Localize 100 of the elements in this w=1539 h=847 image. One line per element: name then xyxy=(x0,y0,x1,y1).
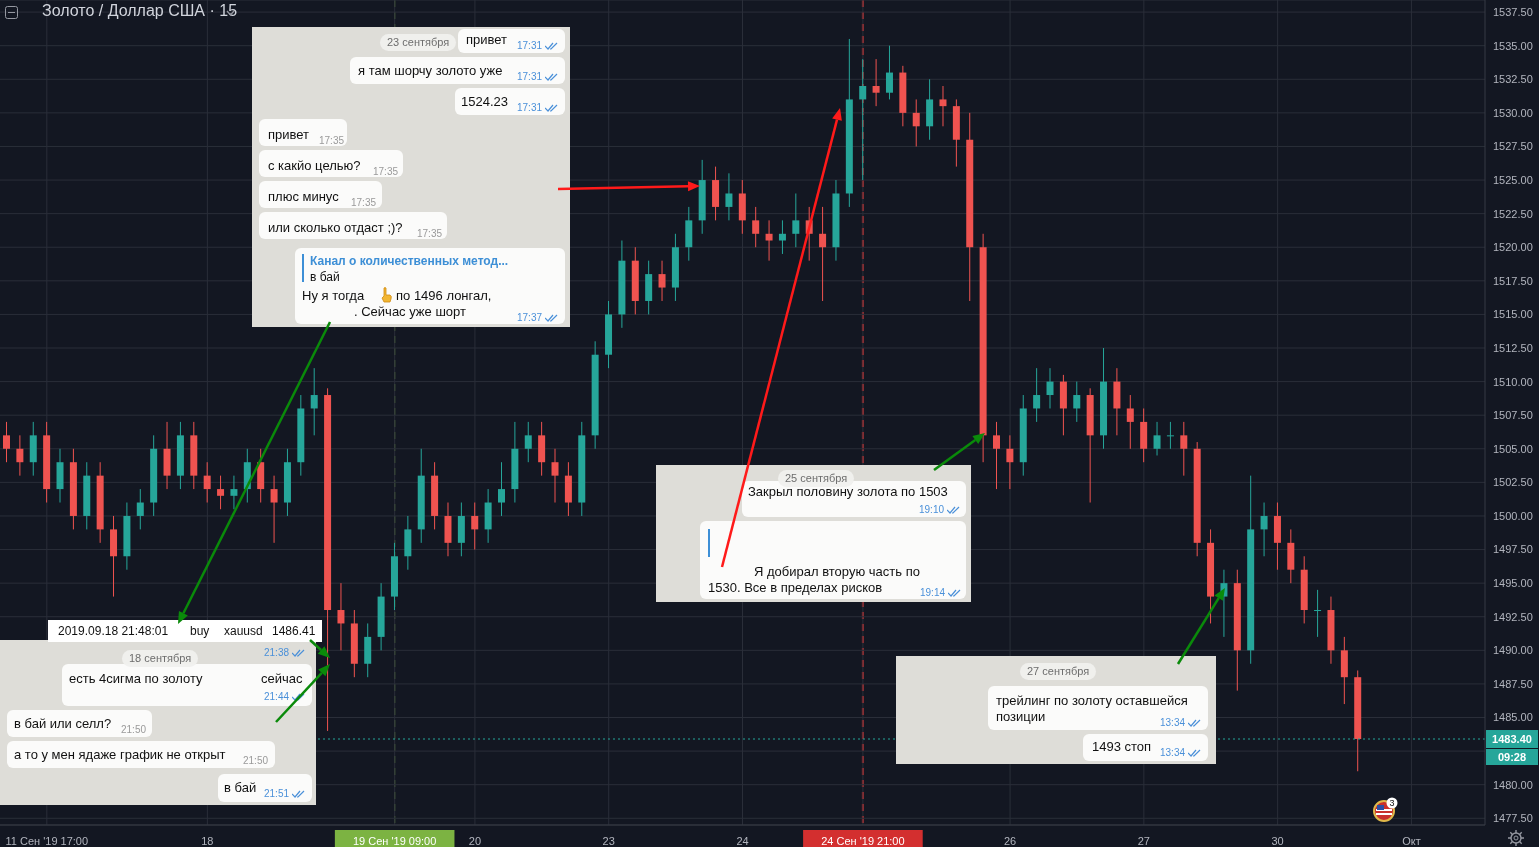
annotation: 21:38 xyxy=(264,646,290,660)
annotation: а то у мен ядаже график не открыт xyxy=(14,747,226,762)
y-tick-label: 1537.50 xyxy=(1493,6,1533,18)
annotation: по 1496 лонгал, xyxy=(396,288,492,303)
annotation: Я добирал вторую часть по xyxy=(754,564,920,579)
candlestick xyxy=(872,58,880,107)
annotation: 18 сентября xyxy=(129,651,192,666)
y-tick-label: 1522.50 xyxy=(1493,207,1533,220)
candlestick xyxy=(658,260,666,302)
y-tick-label: 1497.50 xyxy=(1493,543,1533,556)
annotation: Ну я тогда xyxy=(302,288,365,303)
y-tick-label: 1505.00 xyxy=(1493,442,1533,455)
candlestick xyxy=(792,192,800,248)
candlestick xyxy=(16,434,24,477)
candlestick xyxy=(551,448,559,504)
annotation: 21:51 xyxy=(264,787,290,801)
candlestick xyxy=(337,582,345,651)
annotation: в бай xyxy=(310,270,340,285)
annotation: 27 сентября xyxy=(1027,664,1090,679)
y-tick-label: 1530.00 xyxy=(1493,106,1533,119)
annotation: я там шорчу золото уже xyxy=(358,63,503,78)
candlestick xyxy=(752,206,760,248)
x-tick-label: 18 xyxy=(201,835,214,847)
y-tick-label: 1515.00 xyxy=(1493,308,1533,321)
candlestick xyxy=(885,45,893,100)
x-tick-label: 24 xyxy=(736,835,749,847)
candlestick xyxy=(1073,381,1081,423)
candlestick xyxy=(725,172,733,221)
candlestick xyxy=(1166,421,1174,450)
annotation: 17:35 xyxy=(351,196,377,210)
x-tick-label: Окт xyxy=(1402,835,1421,847)
candlestick xyxy=(1006,434,1014,490)
annotation: 13:34 xyxy=(1160,716,1186,730)
annotation: buy xyxy=(190,624,210,639)
candlestick xyxy=(912,98,920,147)
annotation: привет xyxy=(466,32,508,47)
candlestick xyxy=(498,461,505,517)
annotation: 2019.09.18 21:48:01 xyxy=(58,624,169,639)
annotation: в бай или селл? xyxy=(14,716,112,731)
annotation: 25 сентября xyxy=(785,471,848,486)
y-tick-label: 1480.00 xyxy=(1493,778,1533,791)
y-tick-label: 1500.00 xyxy=(1493,509,1533,522)
y-tick-label: 1507.50 xyxy=(1493,409,1533,422)
annotation: 19:10 xyxy=(919,503,945,517)
candlestick xyxy=(859,58,867,181)
x-tick-label: 23 xyxy=(602,835,615,847)
y-tick-label: 1520.00 xyxy=(1493,241,1533,254)
text: 09:28 xyxy=(1486,749,1538,765)
y-tick-label: 1495.00 xyxy=(1493,577,1533,590)
candlestick xyxy=(203,461,211,504)
candlestick xyxy=(1314,589,1322,638)
candlestick xyxy=(765,219,773,262)
annotation: 17:31 xyxy=(517,101,543,115)
y-tick-label: 1525.00 xyxy=(1493,173,1533,186)
x-tick-label: 11 Сен '19 17:00 xyxy=(5,835,89,847)
y-tick-label: 1477.50 xyxy=(1493,812,1533,825)
annotation: 13:34 xyxy=(1160,746,1186,760)
x-tick-label: 27 xyxy=(1137,835,1150,847)
x-tick-label: 26 xyxy=(1003,835,1017,847)
y-tick-label: 1487.50 xyxy=(1493,677,1533,690)
y-tick-label: 1510.00 xyxy=(1493,375,1533,388)
candlestick xyxy=(819,206,827,302)
y-tick-label: 1502.50 xyxy=(1493,476,1533,489)
annotation: 3 xyxy=(1389,798,1395,808)
annotation: в бай xyxy=(224,780,257,795)
ref-line-label: 1483.40 xyxy=(1492,733,1532,746)
chart-title: Золото / Доллар США · 15 xyxy=(42,2,238,20)
annotation: 17:35 xyxy=(417,227,443,241)
y-tick-label: 1512.50 xyxy=(1493,341,1533,354)
candlestick xyxy=(1153,421,1161,456)
candlestick xyxy=(310,367,318,436)
annotation: 1530. Все в пределах рисков xyxy=(708,580,883,595)
y-tick-label: 1492.50 xyxy=(1493,610,1533,623)
candlestick xyxy=(1126,394,1134,450)
x-tick-label: 19 Сен '19 09:00 xyxy=(352,835,437,847)
candlestick xyxy=(270,475,278,544)
candlestick xyxy=(1046,367,1054,409)
annotation: сейчас xyxy=(261,671,303,686)
annotation: 17:35 xyxy=(319,134,345,148)
candlestick xyxy=(778,219,786,255)
candlestick xyxy=(1260,502,1268,557)
annotation: 1486.41 xyxy=(272,624,316,639)
annotation: трейлинг по золоту оставшейся xyxy=(996,693,1188,708)
annotation: Закрыл половину золота по 1503 xyxy=(748,484,948,499)
candlestick xyxy=(524,421,532,463)
annotation: 23 сентября xyxy=(387,35,450,50)
annotation: 17:31 xyxy=(517,39,543,53)
annotation: 21:44 xyxy=(264,690,290,704)
annotation: с какйо целью? xyxy=(268,158,361,173)
y-tick-label: 1527.50 xyxy=(1493,140,1533,153)
candlestick xyxy=(230,475,238,510)
annotation: xauusd xyxy=(224,624,263,639)
y-tick-label: 1490.00 xyxy=(1493,644,1533,657)
y-tick-label: 1535.00 xyxy=(1493,39,1533,52)
candlestick xyxy=(471,502,479,551)
y-tick-label: 1485.00 xyxy=(1493,711,1533,724)
candlestick xyxy=(1033,367,1041,423)
annotation: 17:35 xyxy=(373,165,399,179)
candlestick xyxy=(1180,421,1188,477)
candlestick xyxy=(217,475,225,510)
